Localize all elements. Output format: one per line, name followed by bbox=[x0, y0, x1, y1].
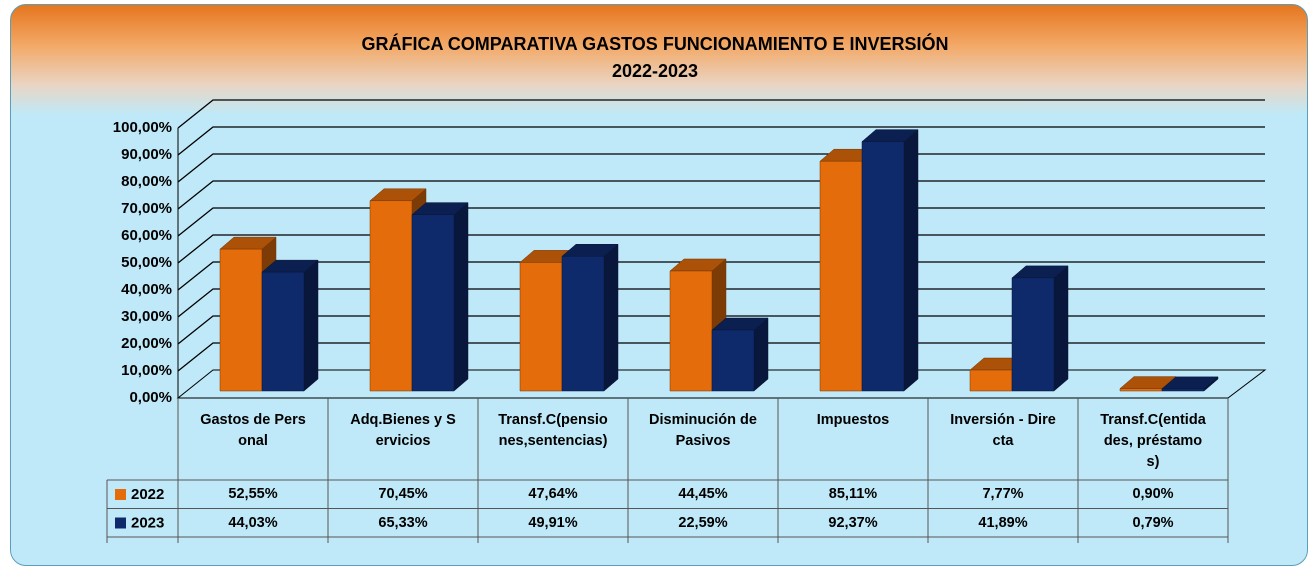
value-label: 47,64% bbox=[528, 486, 578, 502]
y-tick-label: 90,00% bbox=[121, 146, 172, 163]
bar bbox=[411, 202, 469, 392]
value-label: 65,33% bbox=[378, 514, 428, 531]
bar-side bbox=[1053, 265, 1069, 392]
value-label: 44,45% bbox=[678, 486, 728, 502]
category-label: Disminución de Pasivos bbox=[649, 412, 757, 449]
value-label: 22,59% bbox=[678, 514, 728, 531]
bar-front bbox=[411, 214, 455, 392]
chart-title: GRÁFICA COMPARATIVA GASTOS FUNCIONAMIENT… bbox=[361, 33, 948, 54]
bar-front bbox=[711, 329, 755, 392]
bar-side bbox=[753, 317, 769, 392]
y-tick-label: 30,00% bbox=[121, 308, 172, 325]
chart-subtitle: 2022-2023 bbox=[612, 61, 698, 81]
category-label: Transf.C(pensiones,sentencias) bbox=[498, 412, 608, 449]
category-label: Inversión - Directa bbox=[950, 412, 1056, 449]
legend-label: 2023 bbox=[131, 515, 164, 532]
legend-swatch bbox=[115, 489, 126, 500]
grid-line bbox=[177, 153, 1265, 183]
bar-front bbox=[219, 248, 263, 392]
bar-front bbox=[669, 270, 713, 392]
y-tick-label: 50,00% bbox=[121, 254, 172, 271]
value-label: 49,91% bbox=[528, 514, 578, 531]
bar-front bbox=[1119, 388, 1163, 392]
grid-line bbox=[177, 99, 1265, 129]
bar bbox=[1161, 376, 1219, 392]
bar-front bbox=[261, 271, 305, 392]
value-label: 70,45% bbox=[378, 486, 428, 502]
chart: GRÁFICA COMPARATIVA GASTOS FUNCIONAMIENT… bbox=[106, 33, 1267, 543]
category-label: Transf.C(entidades, préstamos) bbox=[1100, 412, 1206, 470]
bar bbox=[1011, 265, 1069, 392]
bar bbox=[261, 259, 319, 392]
value-label: 92,37% bbox=[828, 514, 878, 531]
legend-swatch bbox=[115, 517, 126, 529]
category-label: Impuestos bbox=[816, 412, 890, 428]
value-label: 0,79% bbox=[1132, 514, 1174, 531]
bar-front bbox=[819, 160, 863, 392]
bar-front bbox=[1011, 277, 1055, 392]
value-label: 0,90% bbox=[1132, 486, 1174, 502]
bar-side bbox=[453, 202, 469, 392]
y-tick-label: 70,00% bbox=[121, 200, 172, 217]
bar bbox=[711, 317, 769, 392]
bar-front bbox=[369, 200, 413, 392]
y-tick-label: 60,00% bbox=[121, 227, 172, 244]
value-label: 7,77% bbox=[982, 486, 1024, 502]
bar-front bbox=[969, 369, 1013, 392]
y-tick-label: 10,00% bbox=[121, 362, 172, 379]
category-label: Gastos de Personal bbox=[200, 412, 306, 449]
bar-side bbox=[303, 259, 319, 392]
y-tick-label: 100,00% bbox=[113, 119, 172, 136]
grid-line bbox=[177, 126, 1265, 156]
bar-side bbox=[903, 129, 919, 392]
bar-side bbox=[603, 243, 619, 392]
grid-line bbox=[177, 207, 1265, 237]
bar-front bbox=[1161, 388, 1205, 392]
bar bbox=[861, 129, 919, 392]
category-label: Adq.Bienes y Servicios bbox=[350, 412, 456, 449]
y-tick-label: 40,00% bbox=[121, 281, 172, 298]
value-label: 85,11% bbox=[828, 486, 878, 502]
value-label: 44,03% bbox=[228, 514, 278, 531]
value-label: 52,55% bbox=[228, 486, 278, 502]
legend-label: 2022 bbox=[131, 486, 164, 503]
bar-front bbox=[519, 262, 563, 392]
grid-line bbox=[177, 180, 1265, 210]
y-tick-label: 0,00% bbox=[129, 389, 172, 406]
bar-front bbox=[861, 141, 905, 392]
y-tick-label: 80,00% bbox=[121, 173, 172, 190]
y-tick-label: 20,00% bbox=[121, 335, 172, 352]
value-label: 41,89% bbox=[978, 514, 1028, 531]
bar-front bbox=[561, 255, 605, 392]
bar bbox=[561, 243, 619, 392]
